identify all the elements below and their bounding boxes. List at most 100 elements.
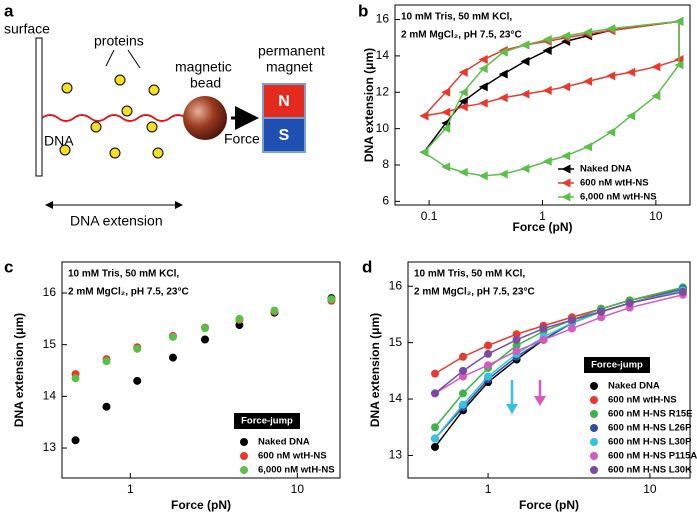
legend-marker: [590, 382, 598, 390]
legend-label: Naked DNA: [608, 381, 660, 392]
marker: [133, 376, 142, 385]
marker: [520, 40, 530, 50]
marker: [484, 341, 493, 350]
marker: [478, 82, 488, 92]
marker: [583, 142, 593, 152]
marker: [478, 55, 488, 65]
marker: [626, 67, 636, 77]
marker: [431, 434, 440, 443]
legend-label: 600 nM H-NS R15E: [608, 409, 692, 420]
marker: [674, 60, 684, 70]
annotation: 10 mM Tris, 50 mM KCl,: [401, 12, 512, 23]
y-axis-label: DNA extension (μm): [362, 48, 376, 162]
marker: [71, 436, 80, 445]
magnet-south: [262, 117, 306, 153]
marker: [498, 69, 508, 79]
marker: [459, 389, 468, 398]
marker: [520, 89, 530, 99]
proteins: [59, 74, 164, 159]
marker: [441, 162, 451, 172]
marker: [419, 111, 429, 121]
marker: [168, 353, 177, 362]
surface: [35, 37, 43, 177]
marker: [168, 332, 177, 341]
y-tick-label: 13: [43, 440, 57, 454]
legend-label: 600 nM H-NS L30K: [608, 465, 692, 476]
magnet-north: [262, 83, 306, 119]
marker: [606, 127, 616, 137]
plot-frame: [407, 261, 691, 479]
legend-label: Naked DNA: [580, 164, 632, 175]
legend-title: Force-jump: [591, 360, 643, 371]
pointer: [105, 49, 115, 67]
chart: b 6 8 10 12 14 16 0.1 1 10 Force (pN) DNA extension…: [358, 1, 691, 234]
x-axis-label: Force (pN): [171, 498, 231, 512]
pointer: [127, 49, 141, 69]
y-tick-label: 16: [376, 12, 390, 26]
marker: [431, 423, 440, 432]
marker: [520, 56, 530, 66]
marker: [567, 324, 576, 333]
x-tick-label: 10: [649, 209, 663, 223]
marker: [561, 31, 571, 41]
marker: [512, 347, 521, 356]
legend-label: 600 nM H-NS P115A: [608, 451, 697, 462]
magnet-label: magnet: [266, 59, 313, 75]
y-tick-label: 13: [389, 448, 403, 462]
bead-label: magnetic: [175, 59, 232, 75]
panel-label: b: [358, 1, 368, 20]
marker: [270, 306, 279, 315]
y-tick-label: 12: [376, 84, 390, 98]
chart: d 13 14 15 16 1 10 Force (pN) DNA extension (μm)…: [362, 257, 697, 512]
legend-label: 6,000 nM wtH-NS: [580, 192, 657, 203]
annotation: 10 mM Tris, 50 mM KCl,: [68, 269, 179, 280]
marker: [478, 98, 488, 108]
series-line: [434, 293, 684, 395]
annotation: 2 mM MgCl₂, pH 7.5, 23°C: [401, 30, 522, 41]
marker: [484, 372, 493, 381]
marker: [102, 357, 111, 366]
marker: [419, 147, 429, 157]
marker: [431, 389, 440, 398]
panel-label: c: [4, 257, 13, 276]
legend-label: 600 nM wtH-NS: [258, 451, 327, 462]
x-tick-label: 10: [291, 482, 305, 496]
plot-frame: [61, 261, 341, 479]
marker: [542, 45, 552, 55]
legend-marker: [590, 452, 598, 460]
y-axis-label: DNA extension (μm): [12, 313, 26, 427]
y-tick-label: 16: [43, 285, 57, 299]
legend-marker: [561, 178, 571, 188]
y-tick-label: 14: [43, 389, 57, 403]
x-tick-label: 1: [127, 482, 134, 496]
diagram: a surface DNA proteins magnetic bead For…: [4, 1, 325, 228]
arrow-head: [534, 396, 546, 406]
legend-label: 600 nM H-NS L26P: [608, 423, 692, 434]
legend-marker: [590, 424, 598, 432]
legend-label: 600 nM wtH-NS: [580, 178, 649, 189]
y-tick-label: 10: [376, 121, 390, 135]
dna-label: DNA: [44, 133, 74, 149]
y-axis-label: DNA extension (μm): [368, 313, 382, 427]
force-label: Force: [224, 131, 260, 147]
chart: c 13 14 15 16 1 10 Force (pN) DNA extension (μm)…: [4, 257, 341, 512]
marker: [539, 324, 548, 333]
annotation: 2 mM MgCl₂, pH 7.5, 23°C: [68, 287, 189, 298]
marker: [651, 62, 661, 72]
bead: [183, 96, 227, 140]
annotation: 10 mM Tris, 50 mM KCl,: [414, 269, 525, 280]
legend-title: Force-jump: [241, 416, 293, 427]
legend-marker: [590, 466, 598, 474]
marker: [201, 335, 210, 344]
x-tick-label: 10: [643, 482, 657, 496]
arrow-head: [506, 404, 518, 414]
south-label: S: [279, 127, 290, 144]
marker: [201, 324, 210, 333]
marker: [606, 71, 616, 81]
marker: [484, 361, 493, 370]
marker: [431, 442, 440, 451]
legend-label: 6,000 nM wtH-NS: [258, 465, 335, 476]
marker: [133, 344, 142, 353]
marker: [498, 47, 508, 57]
